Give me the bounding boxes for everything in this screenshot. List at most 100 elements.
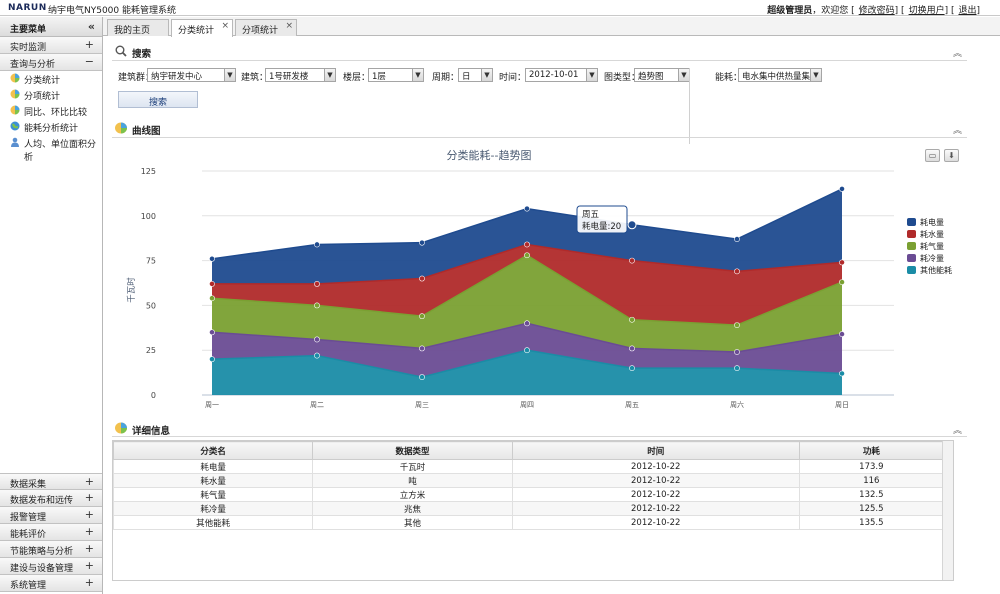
table-cell: 116 bbox=[798, 473, 945, 488]
table-row[interactable]: 耗电量 千瓦时 2012-10-22 173.9 bbox=[112, 459, 945, 474]
energy-select[interactable]: 电水集中供热量集中 ▼ bbox=[738, 68, 822, 82]
chevron-down-icon: ▼ bbox=[586, 69, 597, 81]
data-point bbox=[839, 259, 845, 266]
data-point bbox=[419, 275, 425, 282]
expand-icon[interactable]: + bbox=[84, 559, 94, 572]
sidebar-item-energy-analysis[interactable]: 能耗分析统计 bbox=[0, 119, 102, 135]
select-value: 电水集中供热量集中 bbox=[742, 72, 819, 82]
collapse-section-icon[interactable]: ︽ bbox=[952, 126, 962, 136]
floor-select[interactable]: 1层 ▼ bbox=[368, 68, 424, 82]
data-point bbox=[209, 356, 215, 363]
data-point bbox=[314, 352, 320, 359]
table-cell: 2012-10-22 bbox=[511, 515, 800, 530]
change-password-link[interactable]: 修改密码 bbox=[858, 6, 895, 16]
legend-swatch bbox=[907, 266, 916, 274]
data-point bbox=[839, 186, 845, 192]
table-cell: 耗电量 bbox=[112, 459, 314, 474]
table-header-row: 分类名 数据类型 时间 功耗 bbox=[112, 441, 945, 460]
table-row[interactable]: 耗气量 立方米 2012-10-22 132.5 bbox=[112, 487, 945, 502]
sidebar-group-equipment[interactable]: 建设与设备管理 + bbox=[0, 558, 102, 575]
sidebar-group-data-collection[interactable]: 数据采集 + bbox=[0, 473, 102, 490]
search-section-title: 搜索 bbox=[112, 44, 151, 62]
select-value: 趋势图 bbox=[638, 72, 664, 82]
sidebar-item-yoy-compare[interactable]: 同比、环比比较 bbox=[0, 103, 102, 119]
expand-icon[interactable]: + bbox=[84, 542, 94, 555]
switch-user-link[interactable]: 切换用户 bbox=[908, 6, 945, 16]
chevron-down-icon: ▼ bbox=[224, 69, 235, 81]
divider bbox=[112, 137, 967, 138]
column-header[interactable]: 时间 bbox=[511, 441, 800, 460]
chart-type-select[interactable]: 趋势图 ▼ bbox=[634, 68, 690, 82]
table-cell: 立方米 bbox=[312, 487, 513, 502]
data-point bbox=[314, 241, 320, 248]
table-cell: 2012-10-22 bbox=[511, 487, 800, 502]
time-select[interactable]: 2012-10-01 ▼ bbox=[525, 68, 598, 82]
sidebar-item-per-capita-analysis[interactable]: 人均、单位面积分析 bbox=[0, 135, 102, 163]
data-point bbox=[734, 236, 740, 242]
sidebar-item-subitem-stats[interactable]: 分项统计 bbox=[0, 87, 102, 103]
chevron-down-icon: ▼ bbox=[412, 69, 423, 81]
column-header[interactable]: 分类名 bbox=[112, 441, 314, 460]
sidebar-item-category-stats[interactable]: 分类统计 bbox=[0, 71, 102, 87]
chart-section-title: 曲线图 bbox=[112, 121, 161, 139]
chevron-down-icon: ▼ bbox=[810, 69, 821, 81]
expand-icon[interactable]: + bbox=[84, 508, 94, 521]
close-icon[interactable]: × bbox=[285, 21, 293, 31]
table-row[interactable]: 耗水量 吨 2012-10-22 116 bbox=[112, 473, 945, 488]
data-point bbox=[419, 313, 425, 320]
expand-icon[interactable]: + bbox=[84, 525, 94, 538]
floor-label: 楼层： bbox=[343, 73, 371, 83]
sidebar-group-system[interactable]: 系统管理 + bbox=[0, 575, 102, 592]
tab-subitem-stats[interactable]: 分项统计 × bbox=[235, 19, 297, 36]
logout-link[interactable]: 退出 bbox=[958, 6, 977, 16]
building-group-select[interactable]: 纳宇研发中心 ▼ bbox=[147, 68, 236, 82]
print-icon[interactable]: ▭ bbox=[925, 149, 940, 162]
sidebar-group-data-publish[interactable]: 数据发布和远传 + bbox=[0, 490, 102, 507]
table-cell: 耗气量 bbox=[112, 487, 314, 502]
close-icon[interactable]: × bbox=[221, 21, 229, 31]
period-select[interactable]: 日 ▼ bbox=[458, 68, 493, 82]
table-cell: 135.5 bbox=[798, 515, 945, 530]
expand-icon[interactable]: + bbox=[84, 491, 94, 504]
sidebar-group-saving-strategy[interactable]: 节能策略与分析 + bbox=[0, 541, 102, 558]
series-area-耗电量 bbox=[212, 188, 842, 284]
tab-category-stats[interactable]: 分类统计 × bbox=[171, 19, 233, 37]
collapse-icon[interactable]: − bbox=[84, 55, 94, 68]
select-value: 1层 bbox=[372, 72, 386, 82]
globe-icon bbox=[10, 121, 20, 131]
tab-home[interactable]: 我的主页 bbox=[107, 19, 169, 36]
sidebar-group-label: 系统管理 bbox=[10, 581, 47, 591]
data-point bbox=[524, 252, 530, 259]
data-point bbox=[419, 239, 425, 246]
sidebar-collapse-icon[interactable]: « bbox=[87, 20, 95, 33]
detail-table: 分类名 数据类型 时间 功耗 耗电量 千瓦时 2012-10-22 173.9 … bbox=[112, 441, 945, 530]
table-cell: 其他能耗 bbox=[112, 515, 314, 530]
table-row[interactable]: 耗冷量 兆焦 2012-10-22 125.5 bbox=[112, 501, 945, 516]
data-point bbox=[524, 347, 530, 354]
series-area-其他能耗 bbox=[212, 350, 842, 395]
table-row[interactable]: 其他能耗 其他 2012-10-22 135.5 bbox=[112, 515, 945, 530]
collapse-section-icon[interactable]: ︽ bbox=[952, 49, 962, 59]
search-button[interactable]: 搜索 bbox=[118, 91, 198, 108]
column-header[interactable]: 功耗 bbox=[798, 441, 945, 460]
user-name: 超级管理员 bbox=[767, 6, 813, 16]
expand-icon[interactable]: + bbox=[84, 38, 94, 51]
x-axis-ticks: 周一 周二 周三 周四 周五 周六 周日 bbox=[205, 400, 849, 409]
y-tick-label: 50 bbox=[146, 301, 156, 310]
magnifier-icon bbox=[115, 45, 127, 57]
expand-icon[interactable]: + bbox=[84, 475, 94, 488]
download-icon[interactable]: ⬇ bbox=[944, 149, 959, 162]
sidebar-group-realtime[interactable]: 实时监测 + bbox=[0, 37, 102, 54]
data-point bbox=[734, 322, 740, 329]
column-header[interactable]: 数据类型 bbox=[312, 441, 513, 460]
collapse-section-icon[interactable]: ︽ bbox=[952, 426, 962, 436]
sidebar-group-alarm[interactable]: 报警管理 + bbox=[0, 507, 102, 524]
building-select[interactable]: 1号研发楼 ▼ bbox=[265, 68, 336, 82]
expand-icon[interactable]: + bbox=[84, 576, 94, 589]
data-point bbox=[629, 345, 635, 352]
sidebar-group-evaluation[interactable]: 能耗评价 + bbox=[0, 524, 102, 541]
sidebar-group-query[interactable]: 查询与分析 − bbox=[0, 54, 102, 71]
vertical-scrollbar[interactable] bbox=[942, 441, 953, 580]
